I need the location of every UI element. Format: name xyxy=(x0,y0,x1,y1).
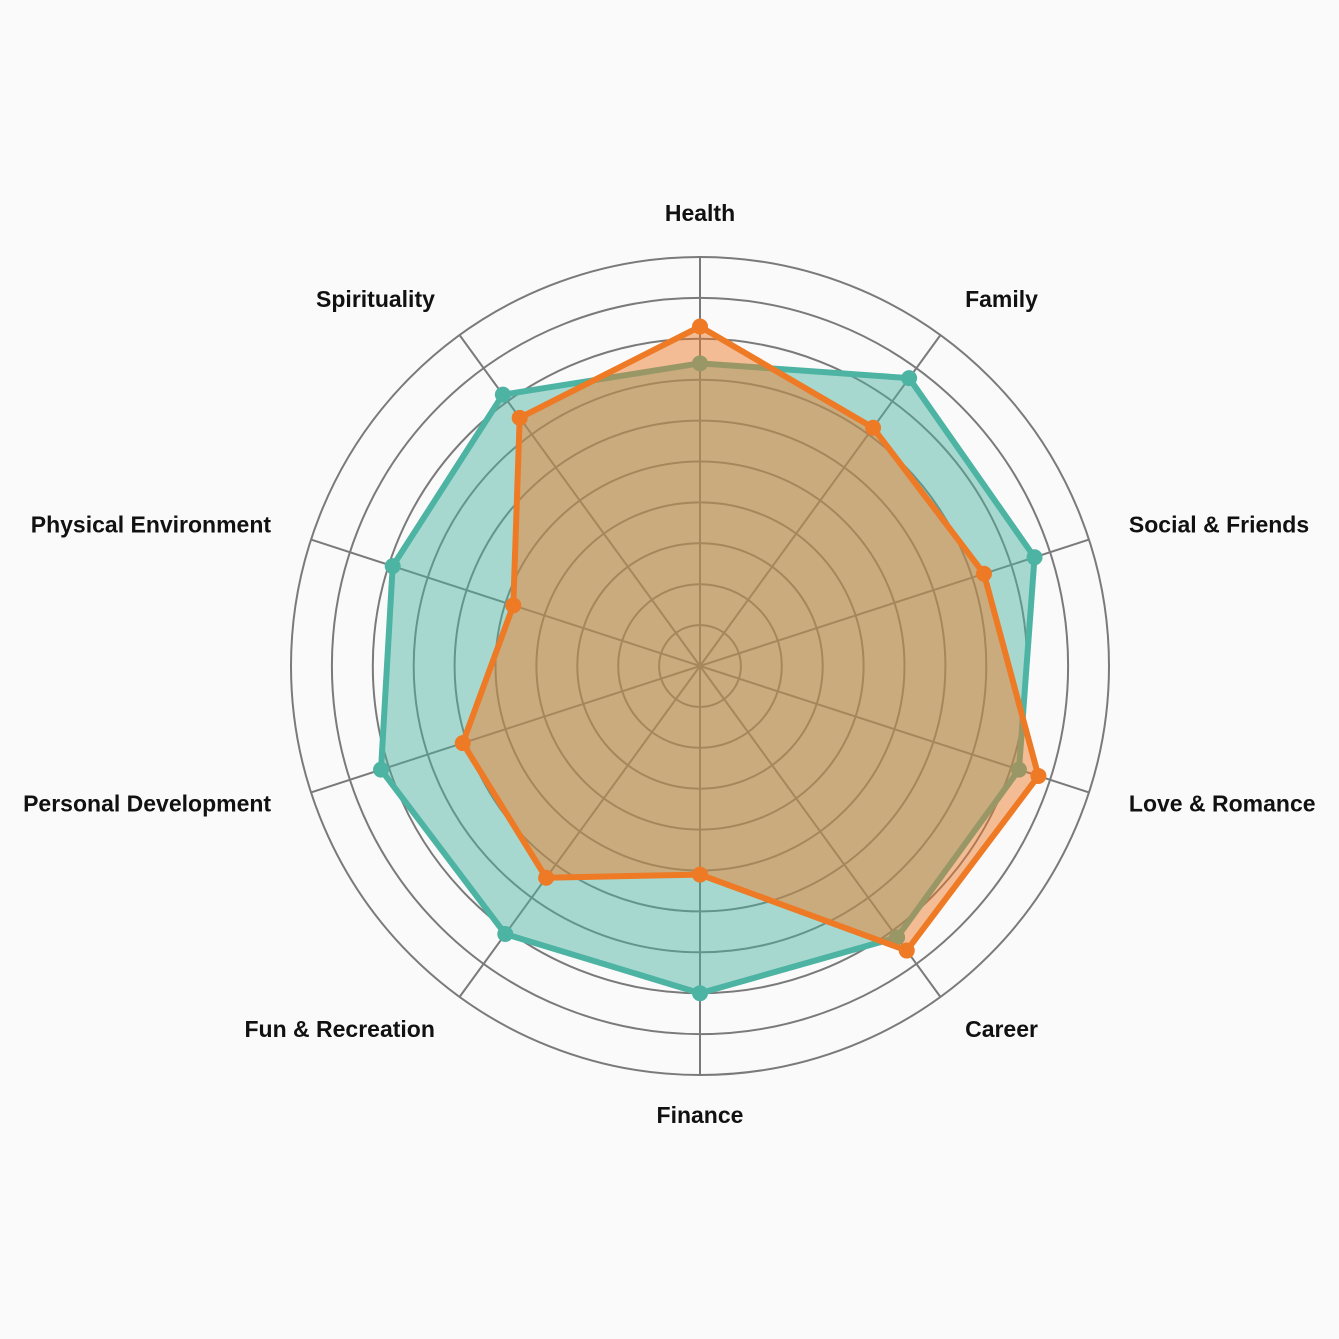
series-2-point-7 xyxy=(454,735,471,752)
series-2-point-8 xyxy=(505,597,522,614)
series-2 xyxy=(454,318,1047,959)
series-1-point-9 xyxy=(494,386,511,403)
axis-label-6: Fun & Recreation xyxy=(244,1016,434,1042)
series-2-point-3 xyxy=(1030,767,1047,784)
spoke-8 xyxy=(310,538,701,667)
axis-label-5: Finance xyxy=(657,1102,744,1128)
series-1-point-5 xyxy=(692,985,708,1002)
series-2-point-4 xyxy=(898,942,915,959)
spoke-6 xyxy=(458,665,701,998)
axis-label-2: Social & Friends xyxy=(1129,512,1309,538)
series-1-point-2 xyxy=(1026,549,1043,566)
spoke-2 xyxy=(699,538,1090,667)
series-1-point-3 xyxy=(1010,761,1027,778)
radar-series xyxy=(373,318,1047,1002)
axis-label-0: Health xyxy=(665,200,735,226)
series-2-point-2 xyxy=(975,565,992,582)
axis-labels: Health Family Social & Friends Love & Roman… xyxy=(23,200,1315,1128)
series-1-point-6 xyxy=(497,926,514,943)
axis-label-3: Love & Romance xyxy=(1129,790,1316,816)
axis-label-4: Career xyxy=(965,1016,1038,1042)
series-1-point-1 xyxy=(901,370,918,387)
series-1-point-0 xyxy=(692,355,708,372)
series-1-point-4 xyxy=(889,929,906,946)
series-2-point-0 xyxy=(692,318,708,335)
series-2-area xyxy=(459,323,1042,954)
radar-grid xyxy=(290,256,1110,1076)
series-2-point-6 xyxy=(538,869,555,886)
axis-label-8: Physical Environment xyxy=(31,512,272,538)
series-2-point-1 xyxy=(865,419,882,436)
series-2-point-5 xyxy=(692,866,708,883)
series-1-point-7 xyxy=(373,761,390,778)
spoke-1 xyxy=(699,334,942,667)
axis-label-1: Family xyxy=(965,286,1038,312)
axis-label-7: Personal Development xyxy=(23,790,271,816)
axis-label-9: Spirituality xyxy=(316,286,435,312)
series-1 xyxy=(373,355,1043,1002)
series-1-point-8 xyxy=(384,558,401,575)
series-2-point-9 xyxy=(511,409,528,426)
